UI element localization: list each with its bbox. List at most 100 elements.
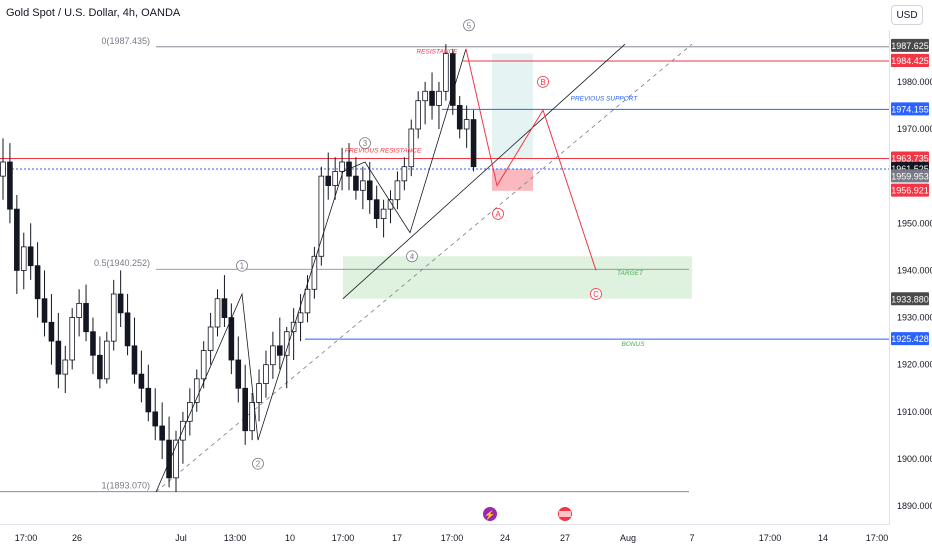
candle-body	[110, 293, 117, 342]
x-tick-label: Aug	[620, 533, 636, 543]
candle-body	[394, 180, 401, 201]
candle-body	[408, 128, 415, 168]
price-label-bg	[891, 183, 929, 197]
candle-body	[276, 345, 283, 356]
y-tick-label: 1930.000	[897, 313, 932, 323]
price-label-bg	[891, 102, 929, 116]
candle-body	[62, 359, 69, 375]
lightning-event-icon	[483, 507, 497, 521]
candle-body	[422, 90, 428, 102]
candle-body	[14, 208, 20, 271]
y-tick-label: 1910.000	[897, 407, 932, 417]
candle-body	[117, 293, 124, 314]
candle-body	[242, 387, 249, 432]
candle-body	[353, 175, 359, 191]
x-tick-label: 10	[285, 533, 295, 543]
y-tick-label: 1920.000	[897, 360, 932, 370]
price-label: 1974.155	[891, 104, 929, 114]
price-label: 1961.525	[891, 164, 929, 174]
price-label-bg	[891, 332, 929, 346]
wave-path	[155, 48, 467, 493]
wave-label: B	[540, 78, 545, 87]
wave-label-circle	[492, 207, 504, 220]
candle-body	[90, 331, 96, 356]
currency-button[interactable]: USD	[891, 5, 923, 25]
candle-body	[373, 199, 380, 219]
candle-body	[0, 161, 6, 177]
x-tick-label: 7	[689, 533, 694, 543]
candle-body	[104, 340, 110, 380]
price-label-bg	[891, 38, 929, 52]
candle-body	[131, 345, 138, 375]
candle-body	[166, 439, 172, 479]
wave-label-circle	[252, 457, 264, 470]
candle-body	[283, 331, 290, 356]
candle-body	[429, 90, 435, 106]
channel-line-upper	[342, 43, 626, 300]
target-zone	[343, 256, 692, 299]
candle-body	[83, 303, 89, 333]
price-label-bg	[891, 151, 929, 165]
wave-label-circle	[590, 288, 602, 300]
x-tick-label: 17:00	[441, 533, 464, 543]
wave-label: 2	[256, 460, 261, 469]
y-tick-label: 1950.000	[897, 218, 932, 228]
candle-body	[387, 199, 394, 210]
fib-level-label: 0(1987.435)	[101, 36, 150, 46]
us-flag-stripes	[559, 511, 571, 517]
profit-zone	[492, 53, 533, 159]
x-tick-label: 17:00	[866, 533, 889, 543]
candle-body	[173, 439, 179, 479]
y-tick-label: 1970.000	[897, 124, 932, 134]
candle-body	[97, 354, 103, 380]
x-tick-label: 17:00	[759, 533, 782, 543]
chart-title: Gold Spot / U.S. Dollar, 4h, OANDA	[6, 7, 181, 19]
price-label-bg	[891, 53, 929, 67]
candle-body	[27, 246, 34, 267]
y-tick-label: 1940.000	[897, 265, 932, 275]
candle-body	[159, 425, 165, 441]
x-tick-label: 14	[818, 533, 828, 543]
annotation-label: RESISTANCE	[416, 49, 458, 56]
candle-body	[325, 175, 332, 186]
candle-body	[228, 317, 235, 361]
annotation-label: BONUS	[621, 341, 645, 348]
candle-body	[436, 90, 442, 106]
price-label-bg	[891, 169, 929, 183]
wave-label: C	[593, 290, 599, 299]
candle-body	[214, 298, 221, 328]
candle-body	[145, 387, 152, 413]
x-tick-label: 26	[72, 533, 82, 543]
wave-label: A	[495, 210, 501, 219]
lightning-symbol: ⚡	[484, 509, 495, 521]
price-label-bg	[891, 292, 929, 306]
wave-label: 1	[240, 262, 245, 271]
wave-label: 5	[467, 21, 472, 30]
x-tick-label: 17	[392, 533, 402, 543]
candle-body	[138, 373, 145, 389]
stop-zone	[492, 169, 533, 191]
annotation-label: PREVIOUS RESISTANCE	[345, 148, 422, 155]
candle-body	[256, 383, 262, 403]
candle-body	[152, 411, 159, 427]
candle-body	[449, 53, 456, 106]
candle-body	[187, 402, 193, 422]
candle-body	[41, 298, 48, 323]
candle-body	[193, 378, 200, 403]
projection-path	[465, 48, 597, 271]
candle-body	[48, 321, 55, 342]
wave-label: 3	[363, 139, 368, 148]
candle-body	[332, 171, 338, 186]
candle-body	[76, 303, 82, 318]
x-tick-label: 17:00	[332, 533, 355, 543]
price-label: 1956.921	[891, 186, 929, 196]
y-tick-label: 1900.000	[897, 454, 932, 464]
candle-body	[360, 180, 366, 191]
candle-body	[297, 312, 304, 323]
wave-label: 4	[410, 252, 415, 261]
candle-body	[443, 53, 449, 92]
wave-label-circle	[537, 75, 549, 88]
fib-level-label: 1(1893.070)	[101, 481, 150, 491]
candle-body	[55, 340, 62, 375]
